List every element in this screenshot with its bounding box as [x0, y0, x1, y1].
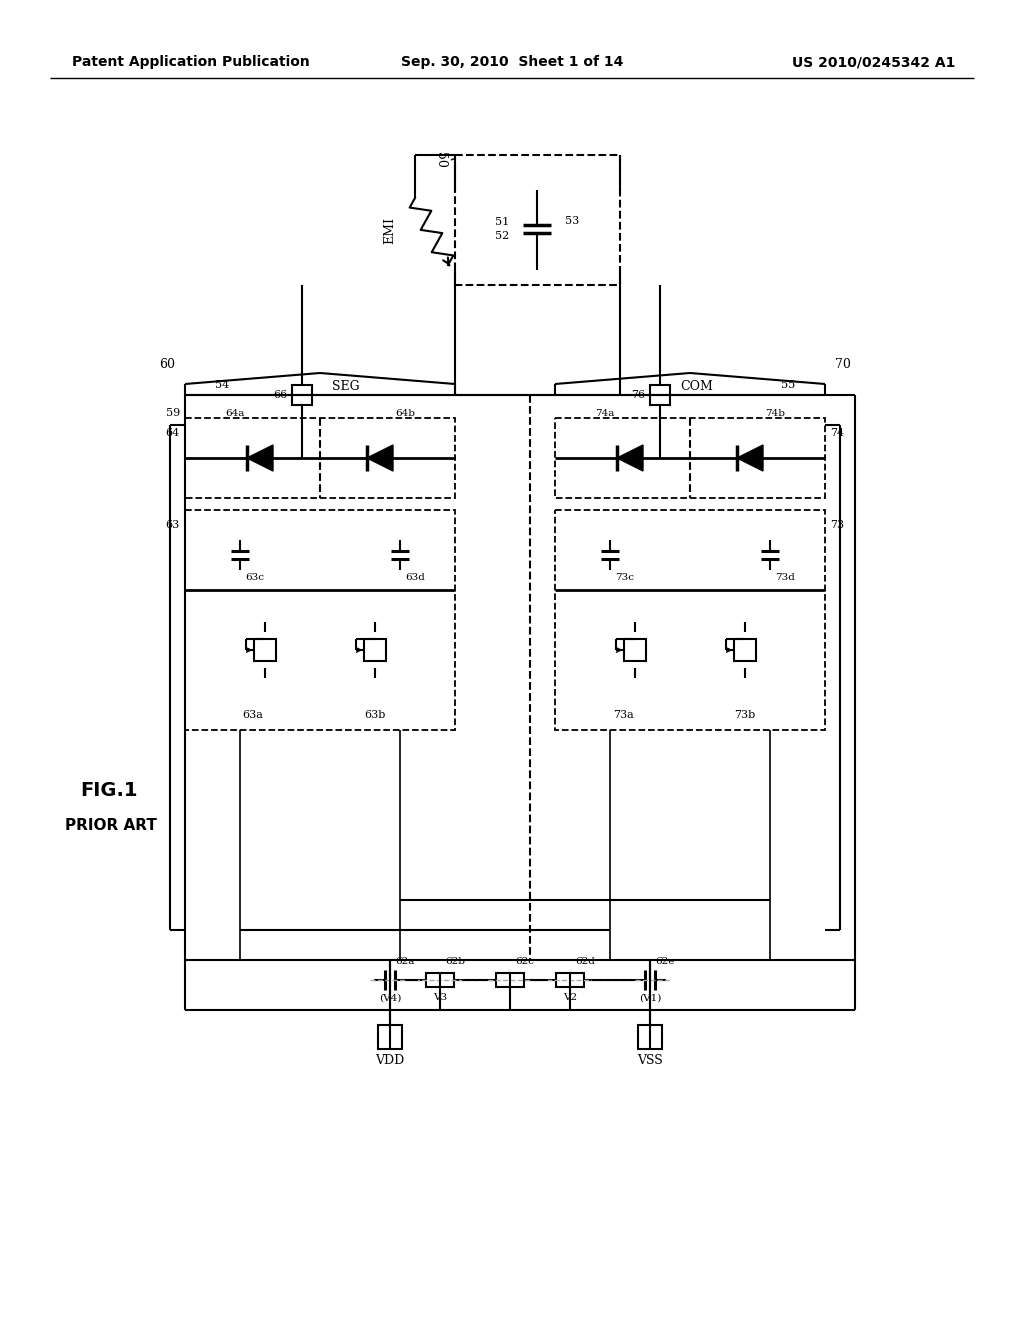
Text: 52: 52: [495, 231, 509, 242]
Bar: [455, 154, 620, 285]
Text: 55: 55: [780, 380, 795, 389]
Text: V2: V2: [563, 994, 578, 1002]
Text: COM: COM: [680, 380, 713, 393]
Text: 63b: 63b: [365, 710, 386, 719]
Bar: [734, 639, 756, 661]
Text: 63c: 63c: [245, 573, 264, 582]
Text: 73b: 73b: [734, 710, 756, 719]
Bar: [378, 1026, 402, 1049]
Text: EMI: EMI: [384, 216, 396, 243]
Text: 73c: 73c: [615, 573, 634, 582]
Text: 59: 59: [166, 408, 180, 418]
Bar: [365, 639, 386, 661]
Text: 73: 73: [830, 520, 844, 531]
Text: PRIOR ART: PRIOR ART: [65, 817, 157, 833]
Bar: [185, 418, 455, 498]
Text: FIG.1: FIG.1: [80, 780, 137, 800]
Text: 73a: 73a: [612, 710, 634, 719]
Text: (V4): (V4): [379, 994, 401, 1002]
Bar: [292, 385, 312, 405]
Text: 62a: 62a: [395, 957, 415, 966]
Text: 74b: 74b: [765, 408, 785, 417]
Bar: [650, 385, 670, 405]
Text: 73d: 73d: [775, 573, 795, 582]
Polygon shape: [737, 445, 763, 471]
Text: VDD: VDD: [376, 1053, 404, 1067]
Text: SEG: SEG: [332, 380, 359, 393]
Text: Patent Application Publication: Patent Application Publication: [72, 55, 309, 69]
Text: VSS: VSS: [637, 1053, 663, 1067]
Text: 63d: 63d: [406, 573, 425, 582]
Text: 60: 60: [159, 359, 175, 371]
Text: 74a: 74a: [595, 408, 614, 417]
Bar: [625, 639, 646, 661]
Text: 62e: 62e: [655, 957, 675, 966]
Text: 70: 70: [835, 359, 851, 371]
Text: US 2010/0245342 A1: US 2010/0245342 A1: [792, 55, 955, 69]
Text: 66: 66: [272, 389, 287, 400]
Text: 51: 51: [495, 216, 509, 227]
Text: 50: 50: [434, 152, 447, 168]
Bar: [555, 418, 825, 498]
Text: 64b: 64b: [395, 408, 415, 417]
Text: 62b: 62b: [445, 957, 465, 966]
Text: 76: 76: [631, 389, 645, 400]
Text: 64: 64: [166, 428, 180, 438]
Text: 63a: 63a: [243, 710, 263, 719]
Text: 63: 63: [166, 520, 180, 531]
Bar: [638, 1026, 662, 1049]
Bar: [254, 639, 275, 661]
Polygon shape: [617, 445, 643, 471]
Text: 62d: 62d: [575, 957, 595, 966]
Bar: [556, 973, 584, 987]
Bar: [496, 973, 524, 987]
Text: (V1): (V1): [639, 994, 662, 1002]
Bar: [426, 973, 454, 987]
Text: 62c: 62c: [515, 957, 534, 966]
Polygon shape: [247, 445, 273, 471]
Bar: [185, 510, 455, 730]
Text: Sep. 30, 2010  Sheet 1 of 14: Sep. 30, 2010 Sheet 1 of 14: [400, 55, 624, 69]
Text: V3: V3: [433, 994, 447, 1002]
Bar: [555, 510, 825, 730]
Polygon shape: [367, 445, 393, 471]
Text: 64a: 64a: [225, 408, 245, 417]
Text: 74: 74: [830, 428, 844, 438]
Text: 53: 53: [565, 216, 580, 226]
Text: 54: 54: [215, 380, 229, 389]
